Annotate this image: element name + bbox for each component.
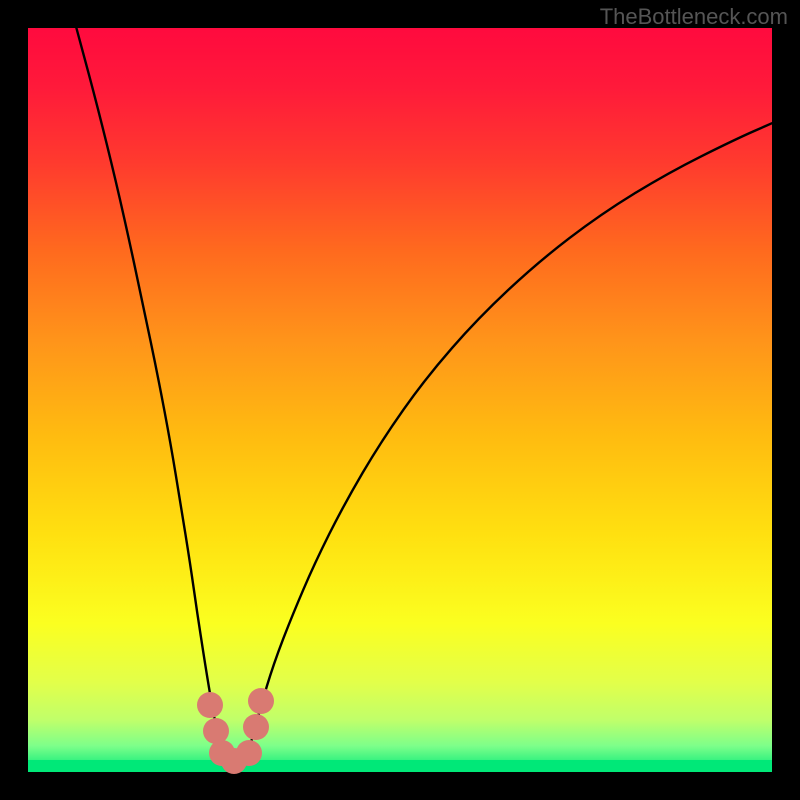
valley-bump-6: [248, 688, 274, 714]
valley-bump-5: [243, 714, 269, 740]
chart-stage: TheBottleneck.com: [0, 0, 800, 800]
valley-bump-4: [236, 740, 262, 766]
valley-bumps-layer: [0, 0, 800, 800]
valley-bump-0: [197, 692, 223, 718]
watermark-text: TheBottleneck.com: [600, 4, 788, 30]
